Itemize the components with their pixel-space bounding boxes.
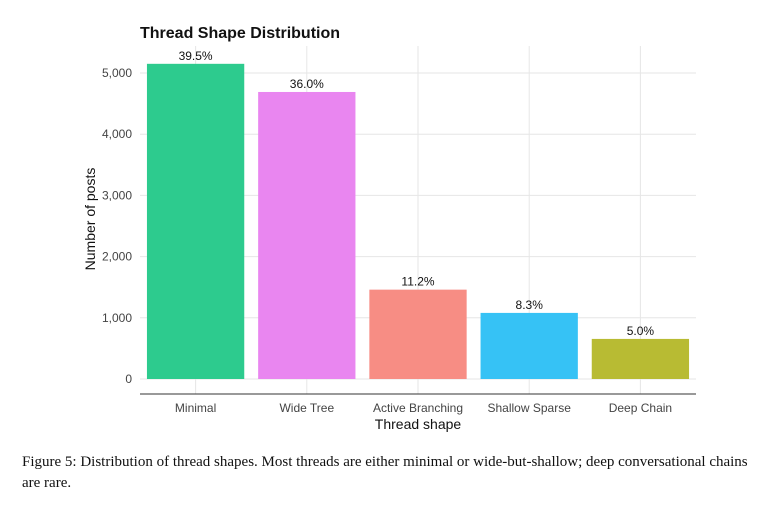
chart-title: Thread Shape Distribution	[140, 25, 340, 42]
data-labels: 39.5% 36.0% 11.2% 8.3% 5.0%	[179, 49, 655, 338]
y-tick-label: 1,000	[102, 311, 132, 325]
y-tick-label: 2,000	[102, 250, 132, 264]
y-tick-label: 5,000	[102, 66, 132, 80]
y-tick-label: 0	[125, 372, 132, 386]
bar	[480, 312, 578, 379]
bars	[146, 63, 690, 380]
y-axis-ticks: 0 1,000 2,000 3,000 4,000 5,000	[102, 66, 132, 386]
figure-caption: Figure 5: Distribution of thread shapes.…	[22, 454, 748, 491]
bar-data-label: 36.0%	[290, 77, 324, 91]
bar	[146, 63, 245, 379]
x-tick-label: Active Branching	[373, 401, 463, 415]
x-tick-label: Shallow Sparse	[488, 401, 572, 415]
bar-chart: Thread Shape Distribution 0 1,000 2,000 3,0…	[82, 25, 696, 432]
x-tick-label: Minimal	[175, 401, 216, 415]
bar-data-label: 8.3%	[516, 298, 544, 312]
bar-data-label: 39.5%	[179, 49, 213, 63]
x-tick-label: Wide Tree	[279, 401, 334, 415]
y-tick-label: 4,000	[102, 127, 132, 141]
x-axis-ticks: Minimal Wide Tree Active Branching Shallow …	[175, 401, 672, 415]
bar-data-label: 5.0%	[627, 324, 655, 338]
bar	[369, 289, 467, 379]
bar-data-label: 11.2%	[401, 275, 434, 289]
y-tick-label: 3,000	[102, 188, 132, 202]
x-tick-label: Deep Chain	[609, 401, 672, 415]
y-axis-title: Number of posts	[82, 168, 98, 271]
bar	[591, 338, 690, 379]
bar	[258, 91, 356, 380]
x-axis-title: Thread shape	[375, 416, 462, 432]
